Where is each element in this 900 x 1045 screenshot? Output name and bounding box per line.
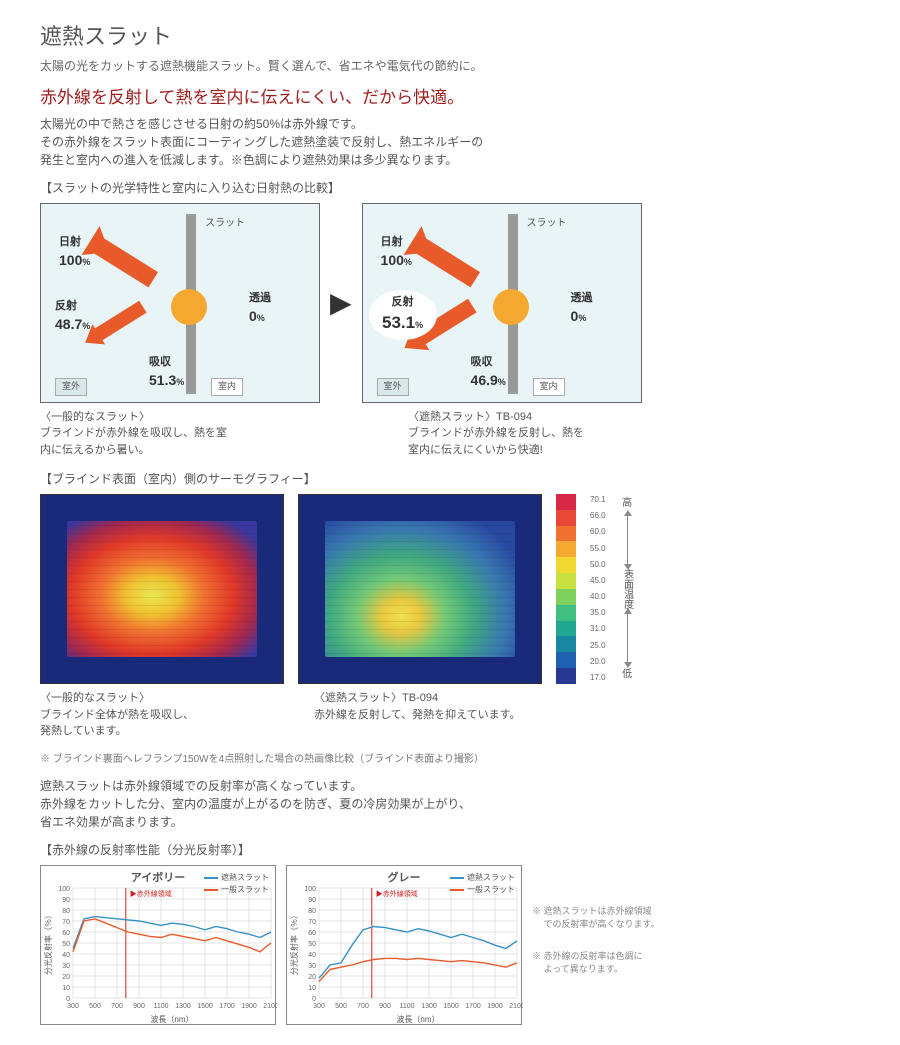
svg-text:1700: 1700 [465,1003,481,1010]
svg-text:20: 20 [62,974,70,981]
thermo-caption-left: 〈一般的なスラット〉 ブラインド全体が熱を吸収し、 発熱しています。 [40,690,284,740]
diagram-standard: スラット 日射100% 反射48.7% 吸収51.3% 透過0% 室外 室内 [40,203,320,403]
chart-grey: 0 10 20 30 40 50 60 70 80 90 100 300 500 700 900 1100 13… [286,865,522,1025]
svg-text:波長（nm）: 波長（nm） [396,1014,439,1024]
svg-text:0: 0 [312,996,316,1003]
thermo-section-label: 【ブラインド表面（室内）側のサーモグラフィー】 [40,470,860,488]
svg-text:70: 70 [62,919,70,926]
svg-text:2100: 2100 [263,1003,277,1010]
svg-text:90: 90 [308,897,316,904]
svg-text:30: 30 [308,963,316,970]
diagram-caption-left: 〈一般的なスラット〉 ブラインドが赤外線を吸収し、熱を室 内に伝えるから暑い。 [40,409,320,459]
svg-text:70: 70 [308,919,316,926]
diagram-section-label: 【スラットの光学特性と室内に入り込む日射熱の比較】 [40,179,860,197]
svg-text:▶赤外線領域: ▶赤外線領域 [376,889,418,898]
thermo-caption-right: 〈遮熱スラット〉TB-094 赤外線を反射して、発熱を抑えています。 [314,690,558,740]
page-title: 遮熱スラット [40,20,860,53]
intro-body: 太陽光の中で熱さを感じさせる日射の約50%は赤外線です。 その赤外線をスラット表… [40,115,860,169]
thermo-scale [556,494,576,684]
svg-text:100: 100 [58,886,70,893]
thermo-scale-axis: 高 表面温度 低 [620,494,635,684]
svg-text:1700: 1700 [219,1003,235,1010]
chart-section-label: 【赤外線の反射率性能（分光反射率）】 [40,841,860,859]
svg-text:500: 500 [89,1003,101,1010]
svg-text:1100: 1100 [399,1003,414,1010]
thermo-scale-values: 70.166.060.055.050.045.040.035.031.025.0… [590,494,606,684]
svg-text:10: 10 [62,985,70,992]
svg-text:100: 100 [304,886,316,893]
svg-text:1900: 1900 [241,1003,257,1010]
summary-body: 遮熱スラットは赤外線領域での反射率が高くなっています。 赤外線をカットした分、室… [40,777,860,831]
svg-text:40: 40 [62,952,70,959]
svg-text:50: 50 [308,941,316,948]
thermo-row: 70.166.060.055.050.045.040.035.031.025.0… [40,494,860,684]
svg-text:500: 500 [335,1003,347,1010]
diagram-caption-right: 〈遮熱スラット〉TB-094 ブラインドが赤外線を反射し、熱を 室内に伝えにくい… [408,409,688,459]
diagram-row: スラット 日射100% 反射48.7% 吸収51.3% 透過0% 室外 室内 ▶… [40,203,860,403]
headline: 赤外線を反射して熱を室内に伝えにくい、だから快適。 [40,85,860,111]
thermo-standard [40,494,284,684]
svg-text:30: 30 [62,963,70,970]
svg-text:1900: 1900 [487,1003,503,1010]
svg-text:80: 80 [308,908,316,915]
svg-text:1500: 1500 [197,1003,213,1010]
svg-text:900: 900 [379,1003,391,1010]
svg-text:60: 60 [62,930,70,937]
svg-text:900: 900 [133,1003,145,1010]
svg-text:50: 50 [62,941,70,948]
diagram-heat-shield: スラット 日射100% 反射53.1% 吸収46.9% 透過0% 室外 室内 [362,203,642,403]
svg-text:300: 300 [67,1003,79,1010]
svg-text:分光反射率（％）: 分光反射率（％） [43,911,53,975]
svg-text:2100: 2100 [509,1003,523,1010]
svg-text:0: 0 [66,996,70,1003]
svg-text:40: 40 [308,952,316,959]
arrow-between-icon: ▶ [330,282,352,324]
page-subtitle: 太陽の光をカットする遮熱機能スラット。賢く選んで、省エネや電気代の節約に。 [40,57,860,75]
svg-text:700: 700 [357,1003,369,1010]
svg-text:波長（nm）: 波長（nm） [150,1014,193,1024]
chart-row: 0102030405060708090100300500700900110013… [40,865,860,1025]
thermo-heat-shield [298,494,542,684]
svg-text:1100: 1100 [153,1003,168,1010]
thermo-note: ※ ブラインド裏面へレフランプ150Wを4点照射した場合の熱画像比較（ブラインド… [40,752,860,767]
svg-text:▶赤外線領域: ▶赤外線領域 [130,889,172,898]
chart-notes: ※ 遮熱スラットは赤外線領域 での反射率が高くなります。 ※ 赤外線の反射率は色… [532,865,712,977]
svg-text:1500: 1500 [443,1003,459,1010]
svg-text:10: 10 [308,985,316,992]
svg-text:20: 20 [308,974,316,981]
svg-text:1300: 1300 [421,1003,437,1010]
svg-text:1300: 1300 [175,1003,191,1010]
svg-text:分光反射率（％）: 分光反射率（％） [289,911,299,975]
svg-text:60: 60 [308,930,316,937]
svg-text:80: 80 [62,908,70,915]
svg-text:700: 700 [111,1003,123,1010]
svg-text:300: 300 [313,1003,325,1010]
svg-text:90: 90 [62,897,70,904]
chart-ivory: 0 10 20 30 40 50 60 70 80 90 100 300 500 700 900 1100 13… [40,865,276,1025]
